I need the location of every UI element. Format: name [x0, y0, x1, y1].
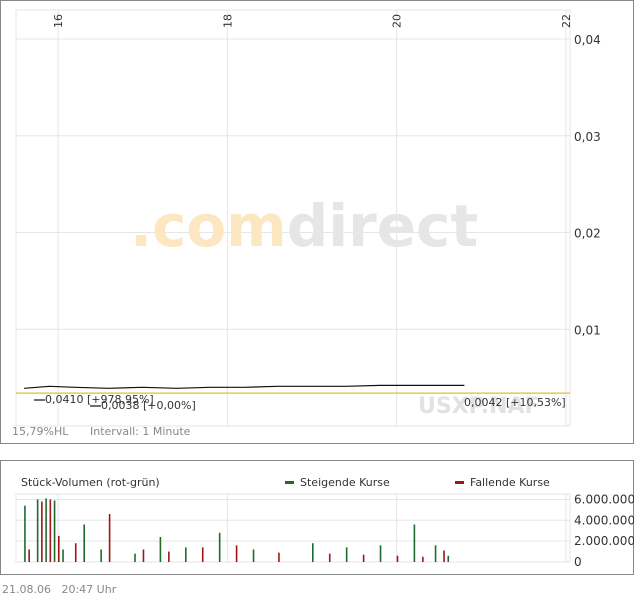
symbol-watermark: USXP.NAF	[418, 394, 540, 419]
volume-bar	[159, 536, 162, 562]
volume-bar	[142, 549, 145, 562]
volume-bar	[278, 552, 280, 562]
volume-y-tick-label: 2.000.000	[574, 534, 634, 548]
last-annotation: 0,0042 [+10,53%]	[464, 396, 566, 409]
volume-bar	[74, 543, 77, 562]
volume-title: Stück-Volumen (rot-grün)	[21, 476, 160, 489]
interval-label: Intervall: 1 Minute	[90, 425, 191, 438]
volume-bar	[362, 554, 365, 562]
volume-bar	[24, 505, 26, 562]
volume-bar	[168, 551, 170, 562]
high-annotation: 0,0410 [+978,95%]	[45, 393, 154, 406]
volume-bar	[396, 555, 399, 562]
volume-bar	[434, 545, 437, 562]
watermark-dot: .	[130, 192, 152, 260]
volume-bar	[345, 547, 348, 562]
volume-bar	[328, 553, 331, 562]
volume-bar	[447, 555, 450, 562]
x-tick-label: 20	[391, 14, 404, 28]
volume-bar	[185, 547, 187, 562]
volume-bars	[24, 498, 450, 562]
volume-bar	[49, 499, 52, 562]
volume-bar	[134, 553, 136, 562]
range-percent: 15,79%HL	[12, 425, 69, 438]
y-tick-label: 0,02	[574, 227, 601, 241]
x-tick-label: 18	[221, 14, 234, 28]
y-tick-label: 0,01	[574, 323, 601, 337]
timestamp: 21.08.06 20:47 Uhr	[2, 583, 117, 596]
x-tick-label: 16	[52, 14, 65, 28]
legend-rising-label: Steigende Kurse	[300, 476, 390, 489]
volume-bar	[62, 549, 64, 562]
volume-y-tick-label: 6.000.000	[574, 492, 634, 506]
volume-grid	[16, 494, 570, 563]
volume-bar	[58, 535, 60, 562]
watermark-com: com	[152, 192, 287, 260]
price-grid	[16, 10, 570, 426]
volume-y-tick-label: 4.000.000	[574, 513, 634, 527]
low-annotation: 0,0038 [+0,00%]	[101, 399, 196, 412]
volume-bar	[413, 524, 416, 562]
price-plot-area	[15, 9, 571, 427]
price-y-ticks: 0,04 0,03 0,02 0,01	[574, 33, 601, 337]
volume-bar	[28, 549, 30, 562]
volume-bar	[53, 500, 56, 562]
volume-bar	[312, 543, 314, 562]
volume-bar	[201, 547, 204, 562]
x-tick-label: 22	[560, 14, 573, 28]
price-chart-frame	[0, 0, 634, 444]
volume-bar	[379, 545, 382, 562]
volume-bar	[45, 498, 47, 562]
volume-bar	[41, 501, 43, 562]
watermark-logo: .comdirect	[130, 192, 478, 260]
y-tick-label: 0,03	[574, 130, 601, 144]
y-tick-label: 0,04	[574, 33, 601, 47]
price-line	[24, 384, 465, 389]
volume-bar	[235, 545, 238, 562]
volume-bar	[108, 514, 111, 562]
volume-bar	[100, 549, 102, 562]
volume-y-ticks: 6.000.000 4.000.000 2.000.000 0	[574, 492, 634, 569]
volume-y-tick-label: 0	[574, 555, 582, 569]
volume-bar	[36, 499, 39, 562]
volume-bar	[218, 532, 221, 562]
volume-bar	[422, 556, 424, 562]
price-x-ticks: 16 18 20 22	[52, 14, 573, 28]
legend-falling-label: Fallende Kurse	[470, 476, 550, 489]
legend-falling-swatch	[455, 481, 464, 484]
volume-bar	[252, 549, 255, 562]
watermark-direct: direct	[287, 192, 478, 260]
volume-bar	[83, 524, 85, 562]
legend-rising-swatch	[285, 481, 294, 484]
volume-bar	[443, 550, 445, 562]
volume-chart-frame	[0, 460, 634, 575]
